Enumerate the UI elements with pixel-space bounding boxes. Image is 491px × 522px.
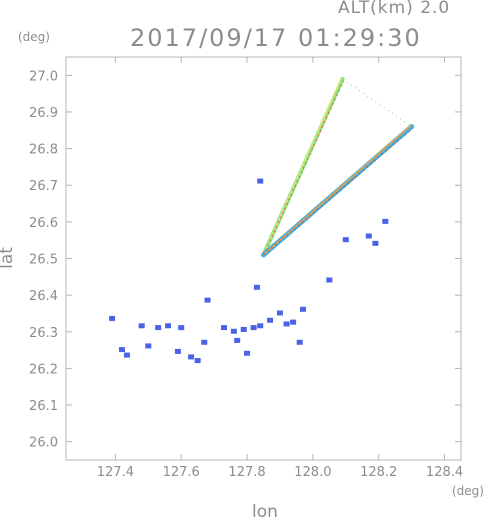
range-arc (342, 78, 412, 128)
y-tick-label: 27.0 (29, 69, 58, 84)
echo-point (230, 328, 237, 334)
x-tick-label: 128.2 (360, 465, 397, 480)
echo-point (290, 319, 297, 325)
echo-point (296, 339, 303, 345)
echo-point (276, 310, 283, 316)
echo-point (155, 325, 162, 331)
echo-point (118, 347, 125, 353)
echo-point (194, 358, 201, 364)
y-tick-label: 26.6 (29, 216, 58, 231)
x-tick-label: 127.6 (163, 465, 200, 480)
plot-area (65, 56, 462, 461)
echo-point (204, 297, 211, 303)
y-tick-label: 26.0 (29, 436, 58, 451)
echo-point (109, 315, 116, 321)
x-tick-label: 127.8 (228, 465, 265, 480)
echo-point (372, 240, 379, 246)
echo-point (267, 317, 274, 323)
echo-point (165, 323, 172, 329)
data-marks (109, 76, 415, 364)
y-tick-label: 26.4 (29, 289, 58, 304)
echo-point (138, 323, 145, 329)
radar-beam-edge (263, 125, 412, 256)
x-tick-label: 128.0 (294, 465, 331, 480)
chart-title: 2017/09/17 01:29:30 (130, 24, 422, 52)
y-axis-unit: (deg) (18, 30, 50, 44)
echo-point (257, 178, 264, 184)
radar-beam-edge (263, 80, 344, 256)
echo-point (188, 354, 195, 360)
y-tick-label: 26.1 (29, 399, 58, 414)
y-tick-label: 26.5 (29, 253, 58, 268)
echo-point (240, 326, 247, 332)
y-tick-label: 26.2 (29, 362, 58, 377)
echo-point (221, 325, 227, 331)
echo-point (365, 233, 372, 239)
echo-point (253, 284, 260, 290)
y-tick-label: 26.8 (29, 143, 58, 158)
echo-point (178, 325, 185, 331)
echo-point (174, 348, 181, 354)
x-tick-label: 128.4 (426, 465, 463, 480)
echo-point (257, 323, 264, 329)
echo-point (300, 306, 306, 312)
x-tick-label: 127.4 (97, 465, 134, 480)
echo-point (145, 343, 152, 349)
y-tick-label: 26.7 (29, 179, 58, 194)
x-axis-unit: (deg) (452, 484, 484, 498)
echo-point (123, 352, 130, 358)
echo-point (283, 321, 290, 327)
x-axis-label: lon (252, 502, 278, 522)
echo-point (250, 325, 257, 331)
echo-point (342, 237, 349, 243)
y-tick-label: 26.3 (29, 326, 58, 341)
echo-point (201, 339, 208, 345)
radar-beam-edge (262, 77, 343, 256)
y-tick-label: 26.9 (29, 106, 58, 121)
axis-ticks: 127.4 127.6 127.8 128.0 128.2 128.4 26.0 26.1 26… (29, 57, 463, 480)
echo-point (234, 337, 241, 343)
echo-point (326, 277, 333, 283)
echo-point (382, 218, 389, 224)
altitude-label: ALT(km) 2.0 (338, 0, 451, 18)
echo-point (244, 350, 251, 356)
